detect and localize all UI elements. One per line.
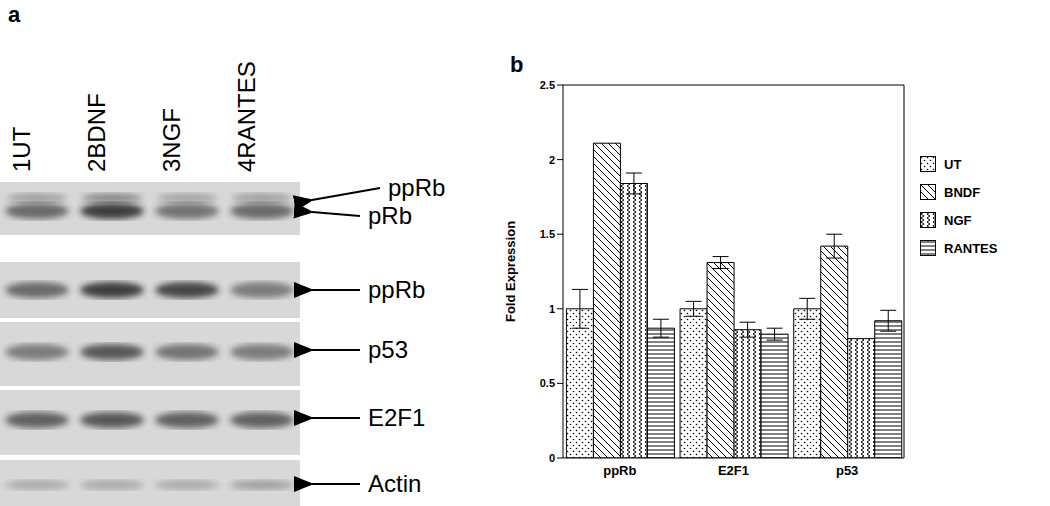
svg-text:p53: p53 [368,336,408,363]
svg-text:ppRb: ppRb [603,463,636,478]
svg-text:0: 0 [549,452,555,464]
svg-text:Actin: Actin [368,470,421,497]
svg-text:2: 2 [549,154,555,166]
svg-text:pRb: pRb [368,202,412,229]
svg-text:3NGF: 3NGF [158,108,185,172]
svg-text:Fold Expression: Fold Expression [503,221,518,322]
svg-text:0.5: 0.5 [540,377,555,389]
svg-text:E2F1: E2F1 [718,463,749,478]
html-text:UT: UT [944,156,962,172]
svg-text:a: a [8,2,21,27]
html-text:NGF: NGF [944,212,972,228]
html-text:BNDF: BNDF [944,184,981,200]
svg-text:1.5: 1.5 [540,228,555,240]
svg-text:E2F1: E2F1 [368,404,425,431]
svg-text:1UT: 1UT [8,126,35,172]
svg-text:ppRb: ppRb [368,276,425,303]
svg-text:1: 1 [549,303,555,315]
svg-text:2.5: 2.5 [540,79,555,91]
svg-text:2BDNF: 2BDNF [83,93,110,172]
svg-text:ppRb: ppRb [388,174,445,201]
svg-text:4RANTES: 4RANTES [233,61,260,172]
svg-text:p53: p53 [836,463,858,478]
html-text:RANTES: RANTES [944,240,998,256]
html-text:b: b [510,52,524,77]
